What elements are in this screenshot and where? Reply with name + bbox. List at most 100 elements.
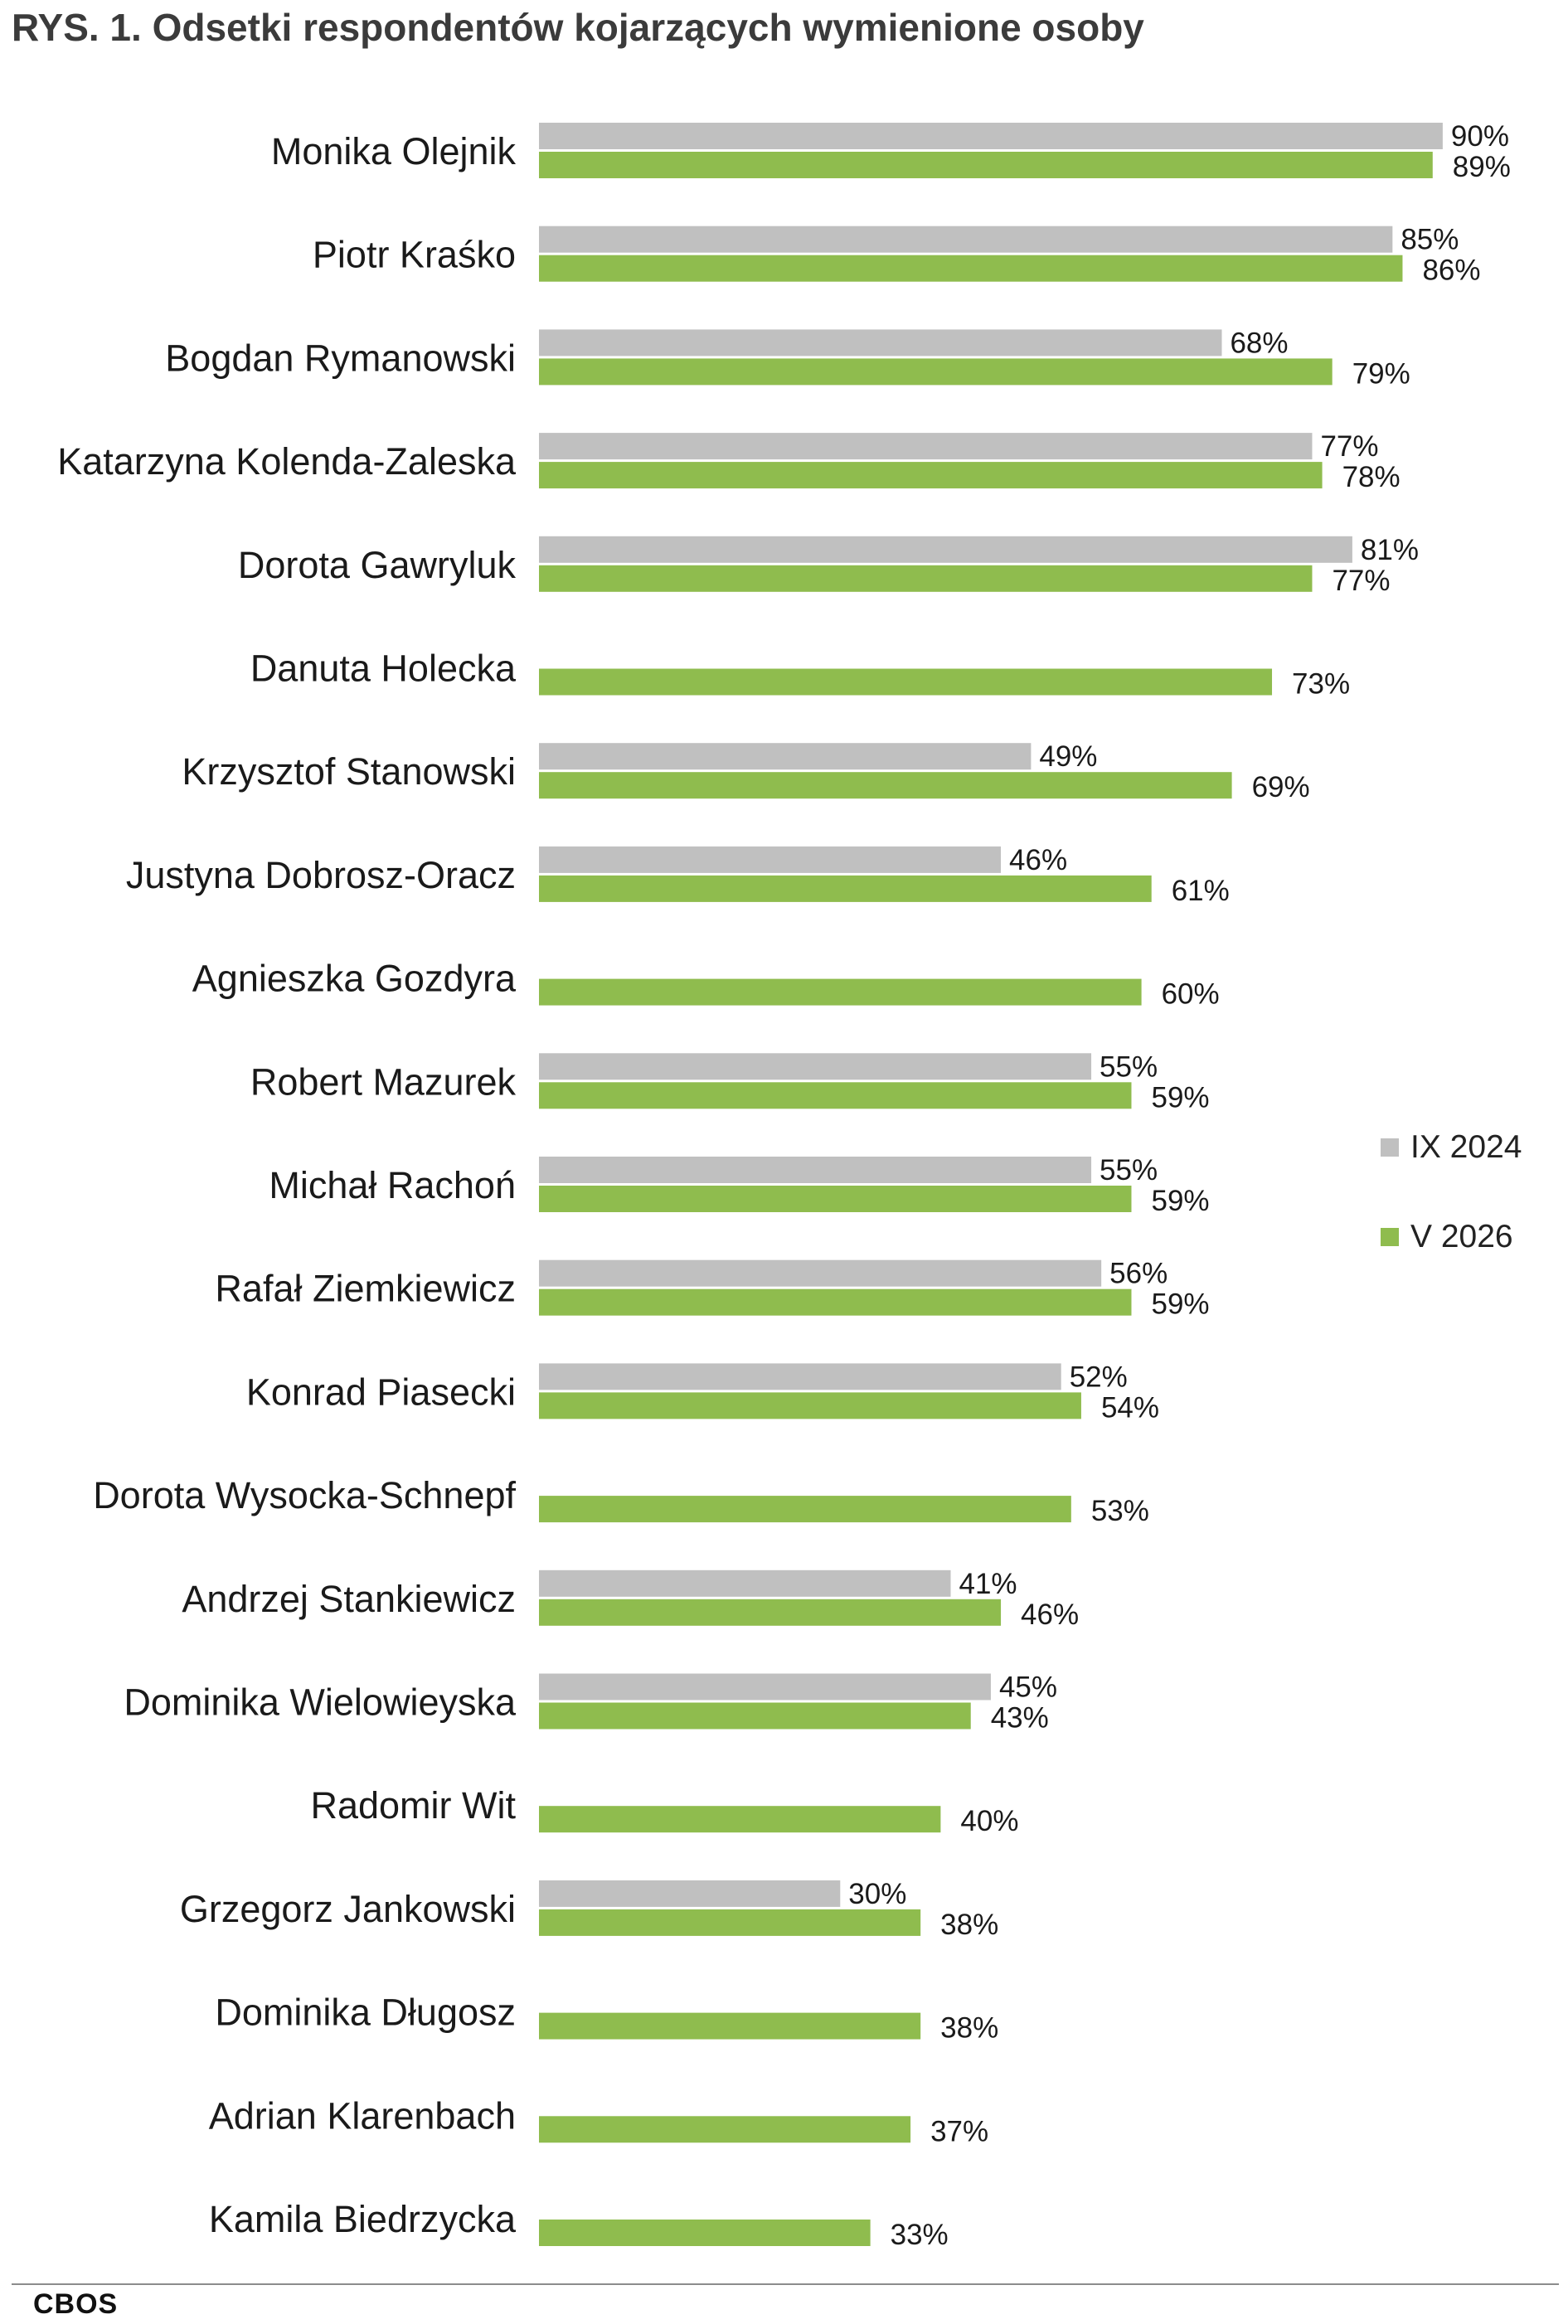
category-label: Michał Rachoń [269, 1164, 516, 1206]
category-label: Danuta Holecka [250, 648, 517, 690]
bar-series-2 [539, 1186, 1132, 1212]
data-label-series-1: 45% [999, 1671, 1057, 1704]
category-label: Katarzyna Kolenda-Zaleska [57, 440, 517, 483]
data-label-series-1: 90% [1451, 120, 1509, 153]
data-label-series-1: 68% [1230, 327, 1288, 359]
data-label-series-2: 60% [1162, 978, 1220, 1011]
bar-series-1 [539, 1673, 991, 1701]
data-label-series-1: 49% [1039, 740, 1097, 773]
bar-series-2 [539, 152, 1433, 178]
legend-swatch-series-1 [1381, 1138, 1399, 1157]
bar-series-1 [539, 536, 1352, 563]
category-label: Piotr Kraśko [313, 234, 516, 276]
source-label: CBOS [33, 2288, 119, 2320]
data-label-series-1: 81% [1361, 534, 1419, 566]
bar-series-2 [539, 1392, 1081, 1419]
bar-series-2 [539, 255, 1403, 282]
data-label-series-2: 59% [1151, 1288, 1209, 1321]
data-label-series-1: 41% [959, 1568, 1017, 1600]
data-label-series-1: 30% [848, 1878, 906, 1910]
category-label: Rafał Ziemkiewicz [215, 1268, 516, 1310]
data-label-series-2: 46% [1021, 1599, 1079, 1631]
bar-series-1 [539, 329, 1222, 357]
data-label-series-2: 59% [1151, 1185, 1209, 1217]
chart-title: RYS. 1. Odsetki respondentów kojarzących… [12, 6, 1144, 49]
bar-series-2 [539, 1288, 1132, 1316]
bar-series-1 [539, 433, 1313, 460]
bar-series-1 [539, 1259, 1102, 1287]
data-label-series-2: 40% [960, 1805, 1018, 1837]
footer-divider [12, 2283, 1559, 2285]
data-label-series-1: 46% [1009, 844, 1067, 876]
bar-series-2 [539, 2012, 921, 2040]
bar-series-2 [539, 875, 1152, 902]
bar-series-1 [539, 846, 1002, 873]
data-label-series-1: 56% [1109, 1258, 1168, 1290]
category-label: Kamila Biedrzycka [209, 2198, 517, 2240]
bar-series-1 [539, 1880, 841, 1907]
bar-series-2 [539, 2220, 871, 2246]
category-label: Adrian Klarenbach [209, 2094, 516, 2137]
bar-series-1 [539, 1570, 951, 1597]
bar-chart: Monika Olejnik 90%89% Piotr Kraśko 85%86% Bo… [57, 120, 1511, 2251]
bar-series-2 [539, 565, 1313, 592]
data-label-series-2: 73% [1292, 668, 1350, 701]
legend-label-series-1: IX 2024 [1410, 1129, 1522, 1165]
data-label-series-2: 78% [1342, 461, 1401, 493]
category-label: Dominika Wielowieyska [124, 1681, 517, 1724]
category-label: Monika Olejnik [271, 130, 517, 172]
bar-series-2 [539, 772, 1232, 799]
category-label: Robert Mazurek [250, 1060, 517, 1103]
bar-series-1 [539, 1053, 1092, 1080]
legend-label-series-2: V 2026 [1410, 1219, 1513, 1254]
bar-series-1 [539, 226, 1393, 253]
bar-series-2 [539, 1496, 1071, 1523]
data-label-series-2: 38% [940, 1909, 998, 1941]
data-label-series-2: 54% [1101, 1391, 1159, 1424]
data-label-series-2: 37% [930, 2115, 988, 2147]
data-label-series-1: 55% [1100, 1154, 1158, 1186]
category-label: Krzysztof Stanowski [182, 750, 516, 793]
bar-series-1 [539, 123, 1443, 149]
data-label-series-2: 33% [891, 2219, 949, 2251]
data-label-series-2: 69% [1252, 771, 1310, 803]
category-label: Justyna Dobrosz-Oracz [126, 854, 516, 896]
category-label: Konrad Piasecki [246, 1371, 516, 1413]
data-label-series-2: 53% [1091, 1495, 1149, 1527]
legend-item-series-2: V 2026 [1381, 1219, 1522, 1254]
data-label-series-2: 89% [1453, 151, 1511, 183]
bar-series-2 [539, 358, 1333, 386]
bar-series-2 [539, 1909, 921, 1936]
data-label-series-2: 61% [1172, 875, 1230, 907]
data-label-series-1: 55% [1100, 1050, 1158, 1083]
bar-series-2 [539, 2116, 911, 2143]
legend-swatch-series-2 [1381, 1228, 1399, 1246]
data-label-series-2: 86% [1422, 255, 1480, 287]
bar-series-1 [539, 743, 1032, 770]
legend-item-series-1: IX 2024 [1381, 1129, 1522, 1165]
bar-series-2 [539, 668, 1273, 696]
category-label: Dorota Gawryluk [238, 544, 517, 586]
bar-series-2 [539, 1702, 971, 1730]
bar-series-2 [539, 462, 1323, 489]
data-label-series-2: 43% [991, 1702, 1049, 1735]
data-label-series-1: 52% [1070, 1361, 1128, 1393]
bar-series-1 [539, 1363, 1061, 1390]
bar-series-2 [539, 1806, 941, 1833]
data-label-series-2: 77% [1332, 565, 1390, 597]
category-label: Grzegorz Jankowski [180, 1888, 516, 1930]
data-label-series-1: 77% [1320, 430, 1378, 463]
legend: IX 2024 V 2026 [1381, 1129, 1522, 1310]
category-label: Dominika Długosz [215, 1992, 516, 2034]
category-label: Bogdan Rymanowski [165, 337, 516, 379]
data-label-series-2: 38% [940, 2012, 998, 2045]
category-label: Radomir Wit [310, 1784, 516, 1827]
category-label: Agnieszka Gozdyra [192, 958, 517, 1000]
bar-series-1 [539, 1157, 1092, 1183]
category-label: Dorota Wysocka-Schnepf [93, 1474, 516, 1516]
data-label-series-2: 79% [1352, 357, 1410, 390]
bar-series-2 [539, 1599, 1002, 1626]
bar-series-2 [539, 1082, 1132, 1109]
data-label-series-1: 85% [1401, 224, 1459, 256]
category-label: Andrzej Stankiewicz [182, 1578, 516, 1620]
